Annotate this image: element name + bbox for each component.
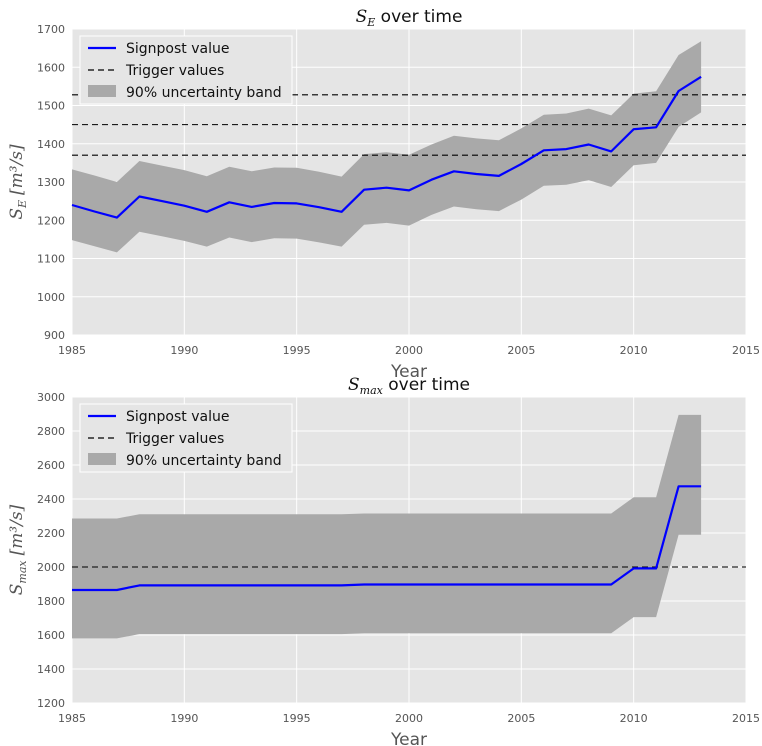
title-symbol: S xyxy=(356,7,368,27)
legend-label: Signpost value xyxy=(126,409,229,425)
y-tick-label: 1400 xyxy=(37,138,65,151)
y-tick-label: 1200 xyxy=(37,697,65,710)
y-tick-label: 2600 xyxy=(37,459,65,472)
x-tick-label: 1985 xyxy=(58,344,86,357)
y-tick-label: 3000 xyxy=(37,391,65,404)
y-axis-label: SE [m³/s] xyxy=(7,144,29,220)
chart-title: SE over time xyxy=(356,7,463,29)
y-tick-label: 2000 xyxy=(37,561,65,574)
legend-label: 90% uncertainty band xyxy=(126,453,282,469)
uncertainty-band xyxy=(72,41,702,253)
chart-2: 1985 1990 1995 2000 2005 2010 2015 1200 1400 1600… xyxy=(7,375,760,746)
y-label-symbol: S xyxy=(7,208,27,220)
y-tick-label: 1000 xyxy=(37,291,65,304)
title-text: over time xyxy=(375,7,462,27)
y-label-unit: [m³/s] xyxy=(7,504,27,555)
x-axis-label: Year xyxy=(390,362,427,382)
legend-band-swatch xyxy=(88,85,116,97)
x-tick-label: 2005 xyxy=(507,712,535,725)
y-label-subscript: max xyxy=(16,560,29,584)
title-symbol: S xyxy=(348,375,360,395)
y-tick-label: 2400 xyxy=(37,493,65,506)
legend-band-swatch xyxy=(88,453,116,465)
y-tick-label: 1100 xyxy=(37,253,65,266)
x-tick-label: 2000 xyxy=(395,344,423,357)
x-tick-label: 1990 xyxy=(170,712,198,725)
legend-label: Trigger values xyxy=(125,63,224,79)
y-tick-label: 1700 xyxy=(37,23,65,36)
legend-label: Signpost value xyxy=(126,41,229,57)
y-tick-label: 1600 xyxy=(37,61,65,74)
y-axis-label: Smax [m³/s] xyxy=(7,504,29,595)
x-tick-label: 1995 xyxy=(283,344,311,357)
chart-title: Smax over time xyxy=(348,375,470,397)
y-tick-label: 1300 xyxy=(37,176,65,189)
x-tick-label: 1985 xyxy=(58,712,86,725)
x-tick-label: 2000 xyxy=(395,712,423,725)
y-tick-label: 2800 xyxy=(37,425,65,438)
y-tick-label: 1200 xyxy=(37,214,65,227)
x-tick-label: 2005 xyxy=(507,344,535,357)
title-subscript: max xyxy=(360,384,384,397)
y-tick-label: 1800 xyxy=(37,595,65,608)
y-label-unit: [m³/s] xyxy=(7,144,27,195)
y-tick-label: 2200 xyxy=(37,527,65,540)
y-tick-label: 900 xyxy=(44,329,65,342)
x-tick-label: 2015 xyxy=(732,344,760,357)
x-axis-label: Year xyxy=(390,730,427,746)
y-tick-label: 1500 xyxy=(37,100,65,113)
chart-1: 1985 1990 1995 2000 2005 2010 2015 900 1000 1100 1… xyxy=(7,7,760,382)
x-tick-label: 2015 xyxy=(732,712,760,725)
uncertainty-band xyxy=(72,414,702,639)
title-text: over time xyxy=(383,375,470,395)
x-tick-label: 1995 xyxy=(283,712,311,725)
legend-label: 90% uncertainty band xyxy=(126,85,282,101)
y-tick-label: 1400 xyxy=(37,663,65,676)
title-subscript: E xyxy=(366,16,375,29)
legend: Signpost value Trigger values 90% uncertai… xyxy=(79,35,293,105)
y-label-subscript: E xyxy=(16,200,29,209)
legend: Signpost value Trigger values 90% uncertai… xyxy=(79,403,293,473)
y-tick-label: 1600 xyxy=(37,629,65,642)
legend-label: Trigger values xyxy=(125,431,224,447)
x-tick-label: 2010 xyxy=(620,344,648,357)
y-label-symbol: S xyxy=(7,584,27,596)
x-tick-label: 1990 xyxy=(170,344,198,357)
x-tick-label: 2010 xyxy=(620,712,648,725)
